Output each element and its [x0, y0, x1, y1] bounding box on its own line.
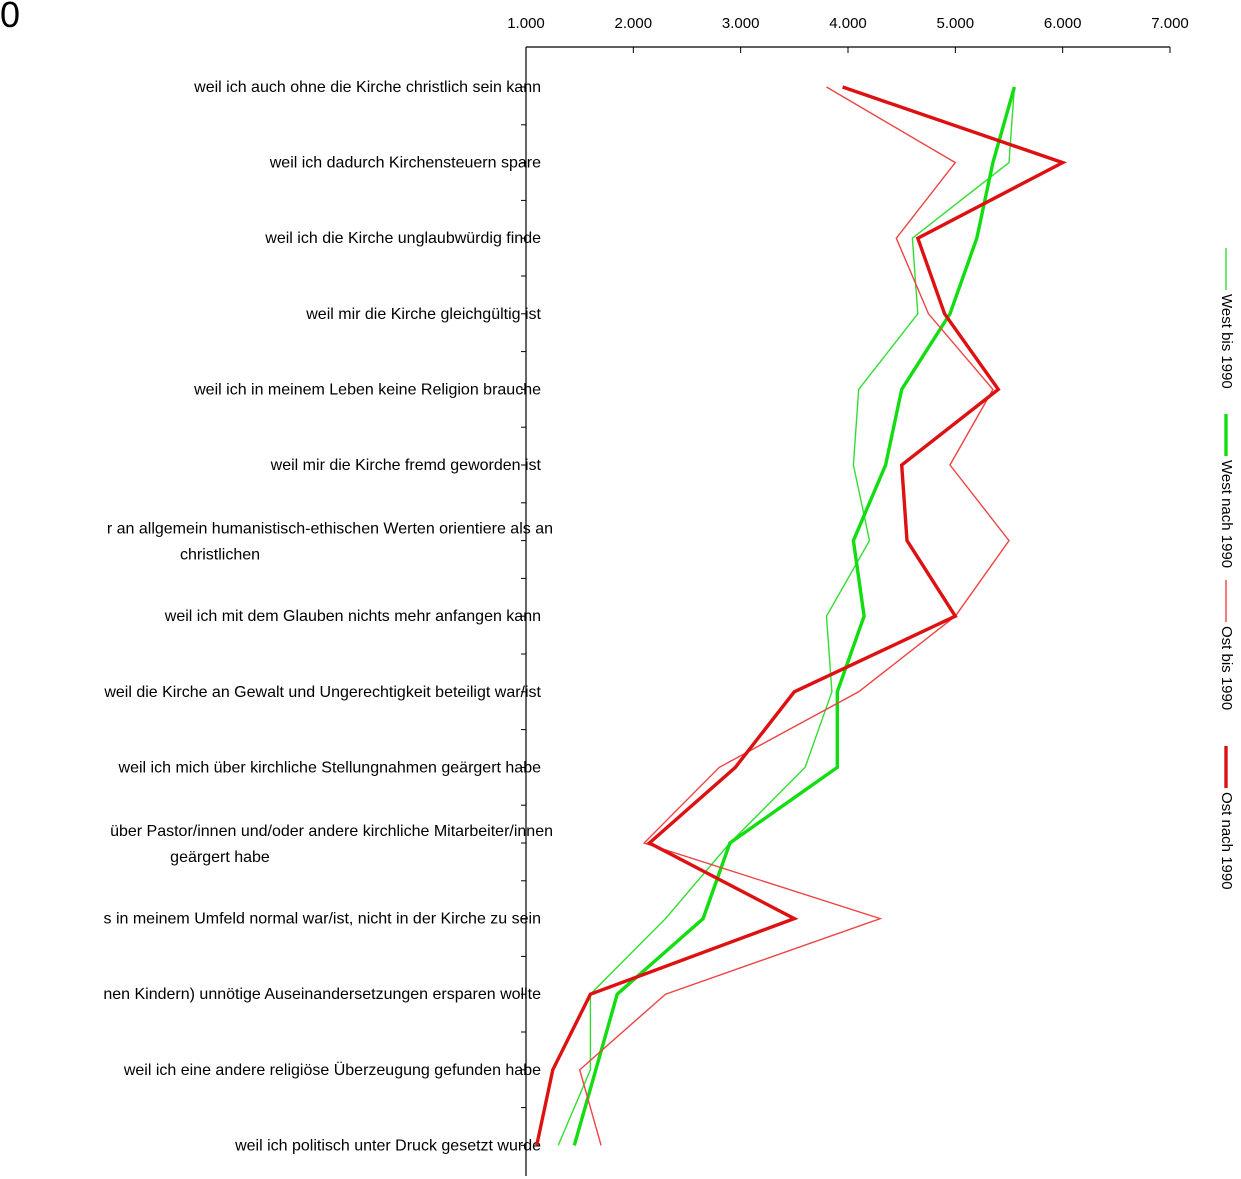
legend-label: West bis 1990 [1218, 294, 1235, 389]
legend: West bis 1990 West nach 1990 Ost bis 1990 O… [1218, 248, 1235, 890]
category-label: weil ich in meinem Leben keine Religion … [193, 381, 541, 398]
category-label: weil ich politisch unter Druck gesetzt w… [234, 1137, 541, 1154]
x-axis: 1.000 2.000 3.000 4.000 5.000 6.000 7.000 [507, 15, 1189, 1176]
category-label: weil mir die Kirche fremd geworden ist [270, 457, 542, 474]
category-labels: weil ich auch ohne die Kirche christlich… [103, 79, 553, 1154]
category-label: weil ich mich über kirchliche Stellungna… [118, 759, 542, 776]
x-tick-label: 3.000 [722, 15, 760, 32]
category-label: r an allgemein humanistisch-ethischen We… [107, 521, 553, 538]
category-label: weil ich eine andere religiöse Überzeugu… [123, 1061, 541, 1079]
category-label-line2: christlichen [180, 547, 260, 564]
series-line-ost-bis-1990 [578, 86, 1010, 1146]
category-label: weil ich dadurch Kirchensteuern spare [269, 155, 541, 172]
series-line-west-bis-1990 [557, 86, 1016, 1146]
x-tick-label: 1.000 [507, 15, 545, 32]
category-label: s in meinem Umfeld normal war/ist, nicht… [104, 911, 542, 928]
category-label: weil ich auch ohne die Kirche christlich… [193, 79, 541, 96]
series-lines [535, 85, 1067, 1146]
legend-label: West nach 1990 [1218, 460, 1235, 568]
x-tick-label: 6.000 [1044, 15, 1082, 32]
category-label: über Pastor/innen und/oder andere kirchl… [110, 823, 553, 840]
category-label: nen Kindern) unnötige Auseinandersetzung… [103, 986, 541, 1003]
legend-label: Ost nach 1990 [1218, 792, 1235, 890]
x-tick-label: 2.000 [615, 15, 653, 32]
x-tick-label: 7.000 [1151, 15, 1189, 32]
series-line-ost-nach-1990 [535, 85, 1067, 1146]
legend-label: Ost bis 1990 [1218, 626, 1235, 710]
category-label: weil ich mit dem Glauben nichts mehr anf… [164, 608, 541, 625]
x-tick-label: 4.000 [829, 15, 867, 32]
category-label: weil die Kirche an Gewalt und Ungerechti… [103, 684, 541, 701]
corner-text: 0 [0, 0, 21, 35]
x-tick-label: 5.000 [937, 15, 975, 32]
category-label: weil ich die Kirche unglaubwürdig finde [264, 230, 541, 247]
category-label: weil mir die Kirche gleichgültig ist [305, 306, 541, 323]
series-line-west-nach-1990 [572, 86, 1017, 1146]
category-label-line2: geärgert habe [170, 849, 270, 866]
